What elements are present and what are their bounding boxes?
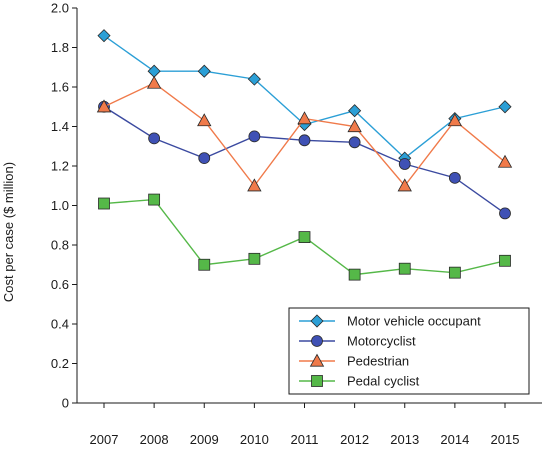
y-tick-label: 1.2 — [51, 159, 69, 174]
data-point-square — [448, 266, 461, 279]
data-point-square — [248, 252, 261, 265]
data-point-triangle — [397, 178, 412, 192]
series-triangle — [96, 75, 513, 192]
x-tick-label: 2014 — [440, 432, 469, 447]
x-tick-label: 2015 — [491, 432, 520, 447]
series-layer — [96, 29, 513, 281]
data-point-square — [298, 231, 311, 244]
y-tick-label: 1.4 — [51, 119, 69, 134]
data-point-square — [148, 193, 161, 206]
y-tick-label: 0 — [62, 396, 69, 411]
data-point-circle — [398, 158, 411, 170]
y-tick-label: 0.8 — [51, 238, 69, 253]
data-point-triangle — [96, 99, 112, 113]
x-tick-label: 2011 — [291, 432, 319, 447]
legend-label: Pedestrian — [347, 354, 409, 369]
legend: Motor vehicle occupant Motorcyclist Pedest… — [288, 307, 530, 395]
data-point-diamond — [147, 64, 161, 78]
legend-marker-diamond — [310, 314, 324, 328]
legend-label: Motorcyclist — [347, 334, 416, 349]
axes: 0 0.2 0.4 0.6 0.8 1.0 1.2 1.4 1.6 1.8 2.0 2007 2008 2… — [51, 1, 542, 447]
legend-entry: Motorcyclist — [299, 334, 416, 349]
data-point-circle — [148, 132, 161, 145]
y-tick-label: 0.2 — [51, 356, 69, 371]
data-point-circle — [499, 207, 511, 220]
data-point-diamond — [97, 29, 111, 43]
y-tick-label: 2.0 — [51, 1, 69, 16]
data-point-triangle — [197, 113, 212, 127]
y-tick-label: 1.6 — [51, 80, 69, 95]
data-point-square — [98, 197, 110, 210]
y-axis-title: Cost per case ($ million) — [1, 162, 16, 302]
x-tick-label: 2009 — [190, 432, 219, 447]
data-point-triangle — [347, 119, 362, 133]
data-point-circle — [298, 134, 311, 147]
data-point-diamond — [247, 72, 261, 86]
series-square — [98, 193, 511, 281]
legend-label: Motor vehicle occupant — [347, 314, 481, 329]
legend-marker-triangle — [309, 353, 325, 367]
data-point-diamond — [197, 64, 211, 78]
data-point-triangle — [497, 154, 513, 168]
data-point-square — [198, 258, 211, 271]
y-tick-label: 0.6 — [51, 277, 69, 292]
legend-entry: Pedal cyclist — [299, 374, 420, 389]
legend-box — [288, 307, 530, 395]
legend-entry: Motor vehicle occupant — [299, 314, 481, 329]
data-point-circle — [198, 152, 211, 165]
data-point-diamond — [348, 104, 362, 118]
data-point-square — [398, 262, 411, 275]
y-tick-label: 1.8 — [51, 40, 69, 55]
legend-marker-square — [311, 375, 323, 387]
data-point-circle — [248, 130, 261, 143]
x-tick-label: 2008 — [140, 432, 169, 447]
data-point-circle — [348, 136, 361, 149]
y-tick-label: 1.0 — [51, 198, 69, 213]
data-point-triangle — [146, 75, 162, 89]
data-point-triangle — [447, 113, 463, 127]
series-line — [103, 82, 506, 187]
x-tick-label: 2010 — [240, 432, 269, 447]
data-point-square — [499, 254, 511, 267]
legend-label: Pedal cyclist — [347, 374, 420, 389]
x-tick-label: 2007 — [90, 432, 119, 447]
x-tick-label: 2013 — [390, 432, 419, 447]
x-tick-label: 2012 — [340, 432, 369, 447]
legend-marker-circle — [311, 335, 323, 347]
data-point-circle — [448, 171, 461, 184]
data-point-triangle — [297, 111, 312, 125]
data-point-triangle — [247, 178, 262, 192]
data-point-diamond — [498, 100, 512, 114]
y-tick-label: 0.4 — [51, 317, 69, 332]
legend-entry: Pedestrian — [299, 354, 409, 369]
data-point-square — [348, 268, 361, 281]
series-circle — [98, 100, 511, 220]
